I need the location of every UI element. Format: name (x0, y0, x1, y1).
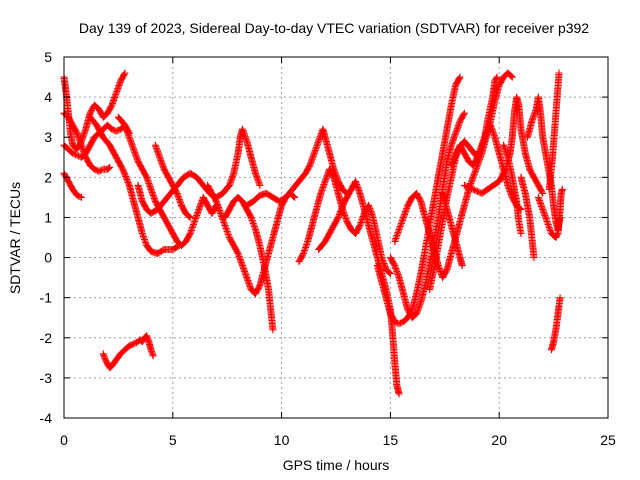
series-trace-m (295, 165, 394, 278)
grid-lines (64, 57, 608, 418)
series-trace-p (386, 109, 468, 322)
x-tick-label: 5 (169, 432, 177, 448)
axis-ticks (63, 56, 609, 419)
y-tick-label: -2 (40, 330, 53, 346)
x-tick-labels: 0 5 10 15 20 25 (60, 432, 616, 448)
series-trace-o (373, 73, 464, 328)
y-axis-label: SDTVAR / TECUs (7, 182, 23, 294)
series-trace-u (460, 93, 547, 197)
chart-title: Day 139 of 2023, Sidereal Day-to-day VTE… (79, 20, 589, 36)
x-axis-label: GPS time / hours (283, 457, 390, 473)
x-tick-label: 15 (383, 432, 399, 448)
marker-path (86, 113, 183, 257)
marker-path (315, 177, 403, 398)
marker-path (447, 73, 501, 169)
marker-path (204, 181, 299, 298)
marker-path (243, 125, 351, 209)
marker-path (439, 189, 466, 270)
y-tick-label: 5 (44, 49, 52, 65)
series-trace-e (86, 113, 183, 257)
y-tick-label: -4 (40, 410, 53, 426)
series-trace-z (545, 69, 563, 193)
plot-frame (63, 56, 609, 419)
y-tick-label: 2 (44, 169, 52, 185)
series-trace-v (500, 141, 525, 237)
y-tick-label: -1 (40, 290, 53, 306)
series-trace-s (447, 73, 501, 169)
x-tick-label: 10 (274, 432, 290, 448)
marker-path (517, 173, 538, 262)
series-trace-l (243, 125, 351, 209)
series-trace-y (534, 185, 566, 241)
y-tick-label: 3 (44, 129, 52, 145)
marker-path (545, 69, 563, 193)
series-trace-i (99, 332, 157, 372)
series-trace-w (517, 173, 538, 262)
x-tick-label: 20 (491, 432, 507, 448)
marker-path (373, 73, 464, 328)
marker-path (99, 332, 157, 372)
marker-path (500, 141, 525, 237)
series-trace-h (151, 141, 194, 221)
series-trace-aa (547, 294, 564, 354)
series-trace-t (439, 189, 466, 270)
marker-path (295, 165, 394, 278)
marker-path (151, 141, 194, 221)
data-markers (60, 69, 566, 398)
marker-path (547, 294, 564, 354)
marker-path (460, 93, 547, 197)
y-tick-label: 4 (44, 89, 52, 105)
marker-path (534, 185, 566, 241)
x-tick-label: 0 (60, 432, 68, 448)
series-trace-n (315, 177, 403, 398)
x-tick-label: 25 (600, 432, 616, 448)
series-trace-j (204, 181, 299, 298)
y-tick-label: 1 (44, 209, 52, 225)
y-tick-label: -3 (40, 370, 53, 386)
y-tick-labels: -4 -3 -2 -1 0 1 2 3 4 5 (40, 49, 53, 426)
marker-path (386, 109, 468, 322)
y-tick-label: 0 (44, 250, 52, 266)
